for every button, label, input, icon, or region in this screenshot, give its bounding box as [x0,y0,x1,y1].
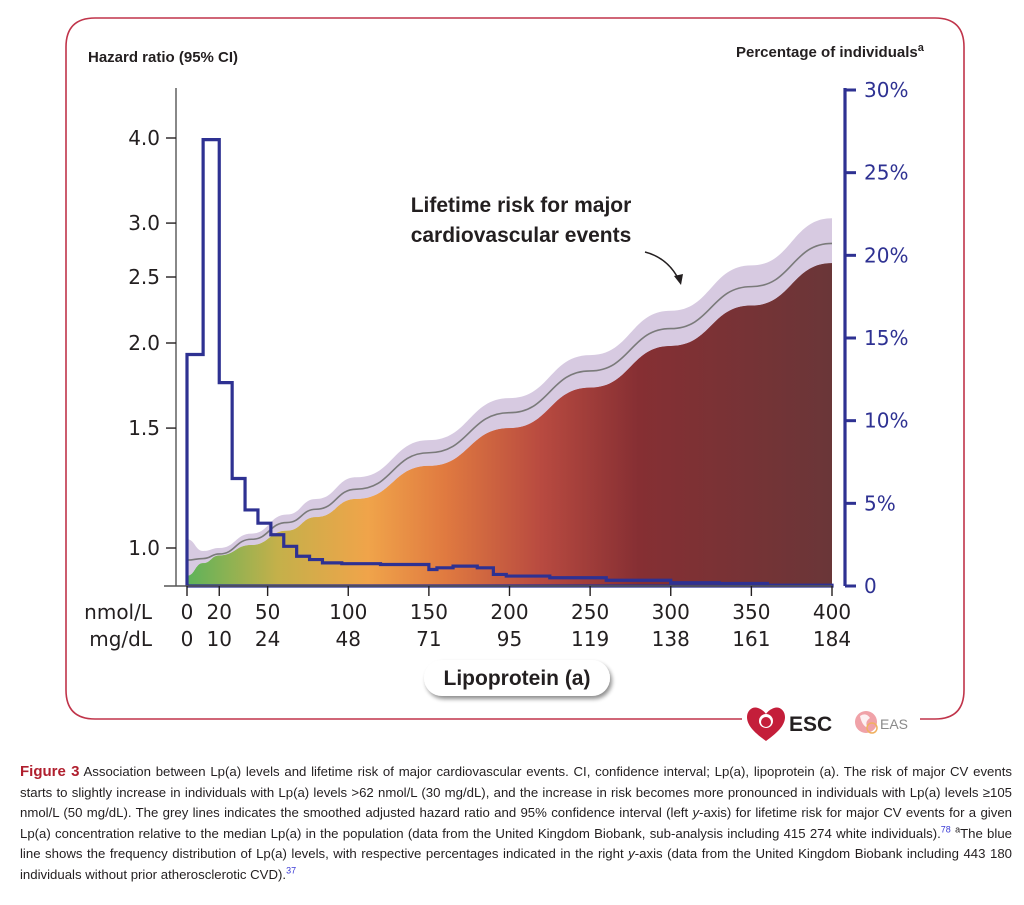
right-axis-tick-label: 15% [864,326,908,350]
annotation-arrow [644,251,680,281]
caption-text-2: -axis) for lifetime risk for major CV ev… [20,805,1012,841]
x-tick-label-nmol: 350 [732,600,770,624]
x-tick-label-nmol: 250 [571,600,609,624]
lpa-frequency-histogram [185,138,834,588]
right-axis-tick-label: 5% [864,491,896,515]
x-unit-label-mgdl: mg/dL [89,627,153,651]
x-tick-label-nmol: 300 [652,600,690,624]
caption-reference-78[interactable]: 78 [940,824,951,835]
x-tick-label-nmol: 20 [207,600,232,624]
right-axis-tick-label: 10% [864,409,908,433]
x-tick-label-nmol: 150 [410,600,448,624]
left-axis-tick-label: 2.5 [128,265,160,289]
x-unit-label-nmol: nmol/L [84,600,153,624]
right-axis-tick-label: 20% [864,243,908,267]
right-axis-title-superscript: a [918,42,925,54]
caption-text-3: The blue line shows the frequency distri… [20,825,1012,862]
eas-globe-ring [866,722,878,734]
caption-text-4: -axis (data from the United Kingdom Biob… [20,846,1012,882]
left-axis-tick-label: 1.0 [128,536,160,560]
confidence-interval-band [187,218,832,576]
figure-caption: Figure 3 Association between Lp(a) level… [20,762,1012,886]
right-axis-title: Percentage of individualsa [736,42,925,61]
left-axis-tick-label: 2.0 [128,331,160,355]
x-tick-label-nmol: 50 [255,600,280,624]
caption-reference-37[interactable]: 37 [286,865,297,876]
esc-logo: ESC [747,707,832,741]
caption-italic-y-1: y [692,805,700,821]
esc-heart-core [761,717,771,727]
eas-globe-detail [860,714,870,728]
left-axis-tick-label: 4.0 [128,126,160,150]
right-axis-title-text: Percentage of individuals [736,44,918,61]
right-axis-tick-label: 25% [864,161,908,185]
caption-figure-label: Figure 3 [20,763,80,780]
right-axis-tick-label: 0 [864,574,877,598]
figure-canvas: 1.0 1.5 2.0 2.5 3.0 4.0 0 5% 10% 15% 20% 25% 30% 0 0… [65,17,965,741]
eas-logo-text: EAS [880,716,908,732]
x-tick-label-mgdl: 10 [207,627,232,651]
right-axis-tick-label: 30% [864,78,908,102]
x-tick-label-mgdl: 95 [497,627,522,651]
x-tick-label-nmol: 200 [490,600,528,624]
left-axis-tick-label: 3.0 [128,211,160,235]
x-axis-title-pill [424,660,610,696]
x-tick-label-mgdl: 24 [255,627,280,651]
x-tick-label-mgdl: 161 [732,627,770,651]
annotation-line-1: Lifetime risk for major [411,194,632,217]
caption-text-1: Association between Lp(a) levels and lif… [20,764,1012,821]
esc-logo-text: ESC [789,713,832,736]
x-tick-label-nmol: 100 [329,600,367,624]
caption-italic-y-2: y [628,846,635,862]
x-tick-label-mgdl: 138 [652,627,690,651]
x-tick-label-nmol: 400 [813,600,851,624]
x-tick-label-nmol: 0 [181,600,194,624]
left-axis-tick-label: 1.5 [128,416,160,440]
caption-footnote-mark: a [955,824,961,835]
annotation-arrow-head [674,274,683,285]
lifetime-risk-area-overlay [187,263,832,586]
annotation-line-2: cardiovascular events [411,224,632,247]
x-tick-label-mgdl: 184 [813,627,851,651]
hazard-ratio-line [186,242,833,561]
x-tick-label-mgdl: 48 [336,627,361,651]
x-tick-label-mgdl: 71 [416,627,441,651]
figure-frame [65,17,965,720]
left-axis-title: Hazard ratio (95% CI) [88,49,238,66]
x-tick-label-mgdl: 0 [181,627,194,651]
eas-logo: EAS [855,711,908,734]
x-tick-label-mgdl: 119 [571,627,609,651]
x-axis-title: Lipoprotein (a) [444,667,591,690]
